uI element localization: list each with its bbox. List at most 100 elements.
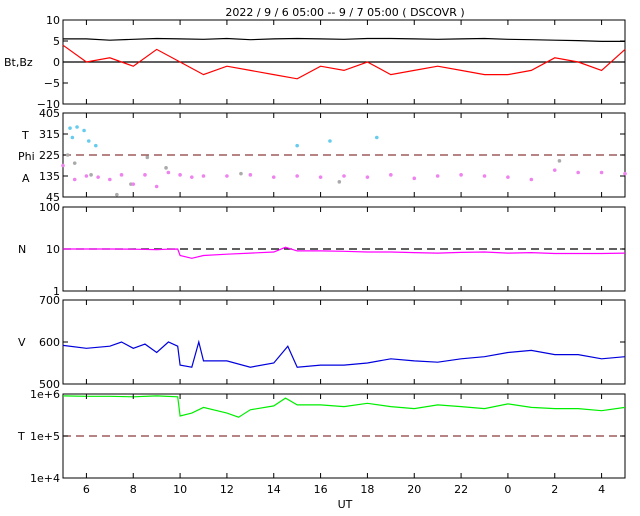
y-tick-label: 135 [39,170,60,183]
y-tick-label: 700 [39,294,60,307]
data-point-phi [65,153,70,157]
data-point-theta [82,128,86,133]
x-tick-label: 10 [173,483,187,496]
y-tick-label: 1 [53,285,60,298]
data-point-theta [374,135,379,140]
y-tick-label: 10 [46,243,60,256]
y-tick-label: 45 [46,191,60,204]
series-line-temperature [62,395,626,418]
x-tick-label: 2 [551,483,558,496]
data-point-theta [93,143,98,148]
panel-temperature: 1e+6 1e+5 1e+4 T [17,388,626,485]
panel-magnetic-field: 10 5 0 −5 −10 Bt,Bz [4,14,626,111]
y-tick-label: 0 [53,56,60,69]
data-point-phi_angle [84,174,89,178]
data-point-phi_angle [552,168,557,172]
data-point-phi_angle [459,173,463,177]
data-point-phi [89,173,93,177]
y-tick-label: 1e+6 [30,388,60,401]
data-point-phi_angle [482,174,487,178]
x-tick-label: 0 [504,483,511,496]
data-point-phi_angle [599,170,604,175]
x-tick-label: 22 [454,483,468,496]
panels: 10 5 0 −5 −10 Bt,Bz 405 315 225 135 45 T Phi A 100 10 1 N… [4,14,627,485]
y-axis-label: A [22,172,30,185]
data-point-theta [68,126,72,130]
data-point-theta [86,139,91,143]
data-point-phi [145,155,150,160]
y-axis-label: Phi [18,150,35,163]
x-tick-label: 16 [314,483,328,496]
data-point-phi_angle [295,174,299,178]
series-line-density [63,246,626,259]
y-tick-label: 315 [39,128,60,141]
data-point-phi_angle [271,175,276,179]
y-tick-label: 500 [39,378,60,391]
y-axis-label: Bt,Bz [4,56,33,69]
y-tick-label: 100 [39,201,60,214]
data-point-phi_angle [506,175,510,179]
y-tick-label: 225 [39,149,60,162]
y-axis-label: N [18,243,26,256]
x-tick-label: 8 [130,483,137,496]
y-tick-label: −5 [44,77,60,90]
y-tick-label: 1e+4 [30,472,60,485]
x-tick-label: 18 [360,483,374,496]
data-point-phi_angle [389,173,393,177]
chart-title: 2022 / 9 / 6 05:00 -- 9 / 7 05:00 ( DSCO… [225,6,464,19]
y-axis-label: T [17,430,25,443]
y-axis-label: T [21,129,29,142]
data-point-phi_angle [108,177,112,182]
x-tick-label: 20 [407,483,421,496]
panel-speed: 700 600 500 V [18,294,626,391]
data-point-phi_angle [178,173,182,177]
x-tick-label: 4 [598,483,605,496]
data-point-phi_angle [143,173,147,177]
series-line-bt [63,37,625,43]
data-point-theta [70,135,75,140]
data-point-phi_angle [96,175,100,179]
data-point-phi [72,161,77,165]
data-point-phi_angle [342,174,346,178]
data-point-phi [557,159,562,163]
data-point-phi_angle [318,175,323,179]
data-point-phi_angle [529,177,534,182]
y-tick-label: 10 [46,14,60,27]
data-point-phi_angle [412,176,417,181]
data-point-phi [239,171,243,176]
data-point-phi_angle [131,182,136,186]
data-point-phi_angle [435,174,440,178]
data-point-phi [164,166,168,170]
x-tick-label: 12 [220,483,234,496]
data-point-phi_angle [189,175,194,179]
data-point-phi_angle [119,173,124,177]
series-line-bz [62,44,626,80]
panel-frame [62,299,626,385]
y-tick-label: −10 [37,98,60,111]
series-line-speed [62,339,626,368]
x-tick-label: 14 [267,483,281,496]
x-tick-label: 6 [83,483,90,496]
data-point-phi [115,192,119,197]
y-tick-label: 5 [53,35,60,48]
data-point-phi_angle [61,163,65,168]
data-point-phi_angle [623,171,627,176]
data-point-phi_angle [201,174,206,178]
data-point-theta [75,125,79,129]
data-point-phi [337,180,342,184]
data-point-phi_angle [225,174,229,178]
y-tick-label: 1e+5 [30,430,60,443]
data-point-phi_angle [576,170,580,175]
data-point-phi_angle [166,170,171,175]
x-axis-label: UT [338,498,353,511]
panel-angles: 405 315 225 135 45 T Phi A [18,107,627,204]
data-point-phi_angle [72,177,77,182]
data-point-phi_angle [365,175,370,179]
data-point-phi_angle [248,173,253,177]
y-tick-label: 600 [39,336,60,349]
panel-density: 100 10 1 N [18,201,626,298]
data-point-theta [328,139,332,143]
y-axis-label: V [18,336,26,349]
